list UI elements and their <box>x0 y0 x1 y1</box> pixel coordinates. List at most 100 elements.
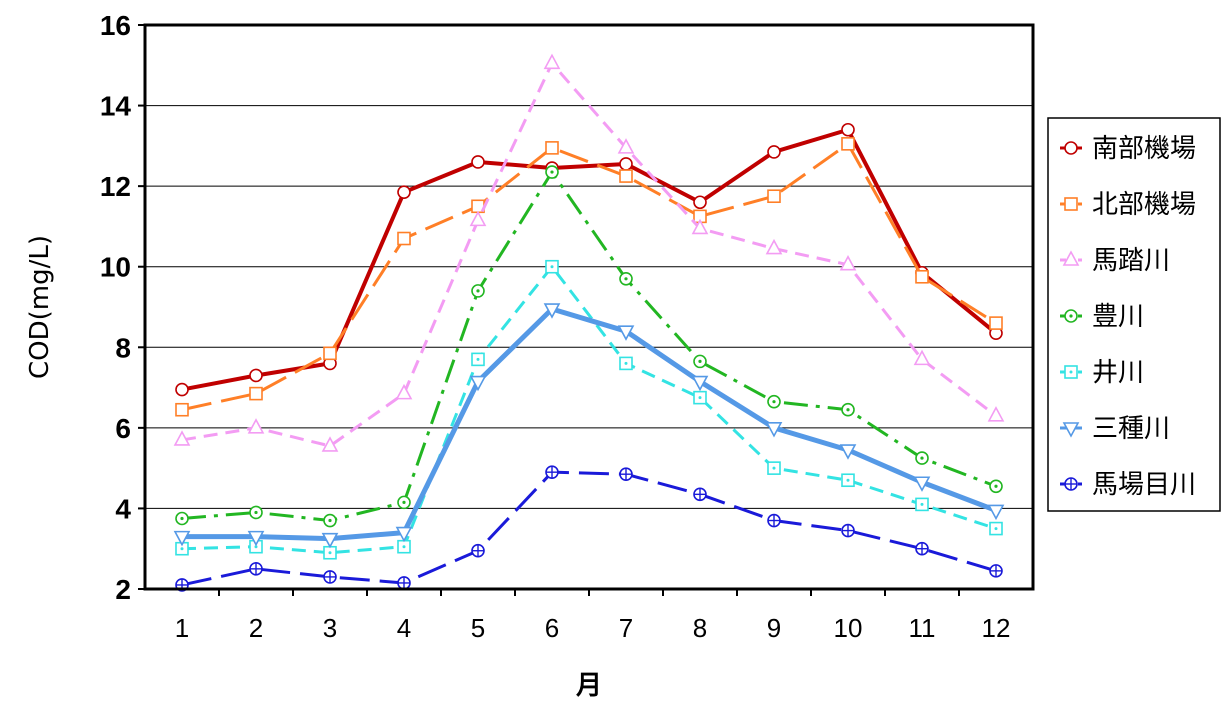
data-point <box>619 356 633 371</box>
data-point <box>175 382 189 397</box>
y-tick-label: 10 <box>100 252 131 283</box>
data-point <box>617 325 635 341</box>
legend-item: 北部機場 <box>1060 190 1196 220</box>
data-point <box>767 513 781 528</box>
series-6 <box>173 303 1005 549</box>
legend-item: 馬場目川 <box>1060 470 1196 500</box>
data-point <box>987 406 1005 422</box>
data-point <box>767 394 781 409</box>
y-tick-label: 4 <box>115 493 131 524</box>
data-point <box>619 271 633 286</box>
data-point <box>469 375 487 392</box>
x-tick-label: 10 <box>834 613 863 643</box>
data-point <box>545 165 559 179</box>
legend-label: 南部機場 <box>1092 134 1196 164</box>
data-point <box>471 543 485 558</box>
data-point <box>767 189 781 204</box>
data-point <box>471 155 485 169</box>
data-point <box>323 346 337 361</box>
data-point <box>767 145 781 159</box>
data-point <box>397 576 411 590</box>
data-point <box>247 530 265 547</box>
data-point <box>913 349 931 366</box>
series-line <box>181 470 997 587</box>
data-point <box>249 562 263 576</box>
data-point <box>693 354 707 369</box>
series-5 <box>175 259 1003 560</box>
y-tick-label: 2 <box>115 574 131 605</box>
data-point <box>469 210 487 227</box>
data-point <box>841 523 855 538</box>
legend-label: 井川 <box>1092 358 1144 388</box>
data-point <box>767 461 781 475</box>
legend-marker <box>1062 422 1080 438</box>
data-point <box>397 495 411 510</box>
data-point <box>323 545 337 560</box>
x-axis-title: 月 <box>575 671 602 701</box>
y-tick-label: 12 <box>100 171 131 202</box>
data-point <box>471 284 485 298</box>
data-point <box>617 138 635 154</box>
data-point <box>915 541 929 556</box>
series-4 <box>175 165 1003 528</box>
data-point <box>989 521 1003 536</box>
data-point <box>693 390 707 405</box>
legend-marker <box>1064 365 1078 379</box>
data-point <box>839 255 857 271</box>
legend-marker <box>1064 197 1078 211</box>
data-point <box>841 473 855 488</box>
data-point <box>543 53 561 70</box>
x-tick-label: 5 <box>471 613 485 643</box>
legend-item: 馬踏川 <box>1060 246 1170 276</box>
data-point <box>693 195 707 210</box>
legend-item: 豊川 <box>1060 302 1144 332</box>
series-line <box>182 306 997 542</box>
data-point <box>987 504 1005 521</box>
data-point <box>619 157 633 171</box>
data-point <box>913 476 931 492</box>
data-point <box>989 479 1003 494</box>
data-point <box>841 137 855 151</box>
series-line <box>181 170 997 523</box>
data-point <box>321 532 339 549</box>
data-point <box>249 505 263 520</box>
data-point <box>247 418 265 434</box>
data-point <box>173 430 191 446</box>
series-layer <box>173 53 1005 592</box>
data-point <box>397 185 411 199</box>
data-point <box>619 467 633 481</box>
x-tick-label: 11 <box>909 613 936 643</box>
y-tick-label: 8 <box>115 332 131 363</box>
data-point <box>765 238 783 255</box>
data-point <box>249 539 263 554</box>
series-line <box>181 265 997 555</box>
data-point <box>175 402 189 417</box>
data-point <box>249 386 263 401</box>
x-tick-label: 9 <box>767 613 781 643</box>
series-3 <box>173 53 1005 452</box>
data-point <box>841 122 855 137</box>
legend-item: 三種川 <box>1060 414 1170 444</box>
y-axis-title: COD(mg/L) <box>25 235 55 379</box>
data-point <box>395 383 413 400</box>
data-point <box>395 526 413 543</box>
data-point <box>693 487 707 502</box>
data-point <box>691 218 709 235</box>
data-point <box>545 141 559 155</box>
x-tick-label: 1 <box>175 613 189 643</box>
data-point <box>397 539 411 554</box>
series-line <box>181 127 998 392</box>
data-point <box>841 402 855 417</box>
data-point <box>545 259 559 274</box>
x-tick-label: 7 <box>619 613 633 643</box>
data-point <box>323 570 337 584</box>
data-point <box>543 303 561 319</box>
series-line <box>181 61 997 448</box>
data-point <box>619 169 633 183</box>
legend-marker <box>1062 250 1080 266</box>
data-point <box>545 465 559 479</box>
data-point <box>249 368 263 383</box>
